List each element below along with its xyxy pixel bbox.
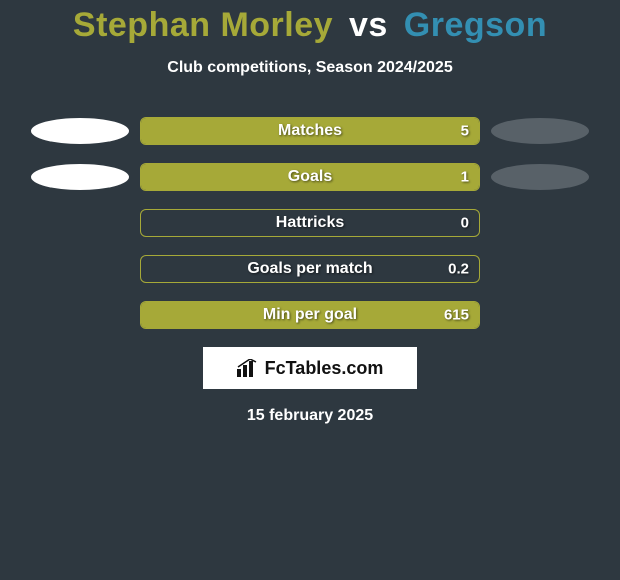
logo: FcTables.com xyxy=(237,358,384,379)
stat-bar: Goals per match 0.2 xyxy=(140,255,480,283)
vs-word: vs xyxy=(349,6,388,44)
stat-bar: Hattricks 0 xyxy=(140,209,480,237)
stat-value: 5 xyxy=(461,123,469,140)
stat-label: Min per goal xyxy=(263,306,357,324)
stat-label: Goals per match xyxy=(247,260,372,278)
stat-row: Goals per match 0.2 xyxy=(0,255,620,283)
stat-value: 0 xyxy=(461,215,469,232)
left-side xyxy=(20,118,140,144)
player1-name: Stephan Morley xyxy=(73,6,333,44)
stat-bar: Min per goal 615 xyxy=(140,301,480,329)
stat-row: Goals 1 xyxy=(0,163,620,191)
right-ellipse xyxy=(491,118,589,144)
stat-row: Hattricks 0 xyxy=(0,209,620,237)
logo-box: FcTables.com xyxy=(203,347,417,389)
left-ellipse xyxy=(31,118,129,144)
left-side xyxy=(20,164,140,190)
bar-chart-icon xyxy=(237,359,259,377)
stat-label: Goals xyxy=(288,168,332,186)
stats-list: Matches 5 Goals 1 Hattricks 0 Goals per match 0… xyxy=(0,117,620,329)
logo-text: FcTables.com xyxy=(265,358,384,379)
left-ellipse xyxy=(31,164,129,190)
stat-value: 0.2 xyxy=(448,261,469,278)
stat-bar: Goals 1 xyxy=(140,163,480,191)
subtitle: Club competitions, Season 2024/2025 xyxy=(0,59,620,77)
stat-row: Matches 5 xyxy=(0,117,620,145)
stat-value: 1 xyxy=(461,169,469,186)
right-side xyxy=(480,164,600,190)
stat-bar: Matches 5 xyxy=(140,117,480,145)
right-ellipse xyxy=(491,164,589,190)
date: 15 february 2025 xyxy=(0,407,620,425)
stat-row: Min per goal 615 xyxy=(0,301,620,329)
stat-label: Hattricks xyxy=(276,214,344,232)
stat-value: 615 xyxy=(444,307,469,324)
right-side xyxy=(480,118,600,144)
stat-label: Matches xyxy=(278,122,342,140)
page-title: Stephan Morley vs Gregson xyxy=(0,0,620,45)
player2-name: Gregson xyxy=(404,6,547,44)
